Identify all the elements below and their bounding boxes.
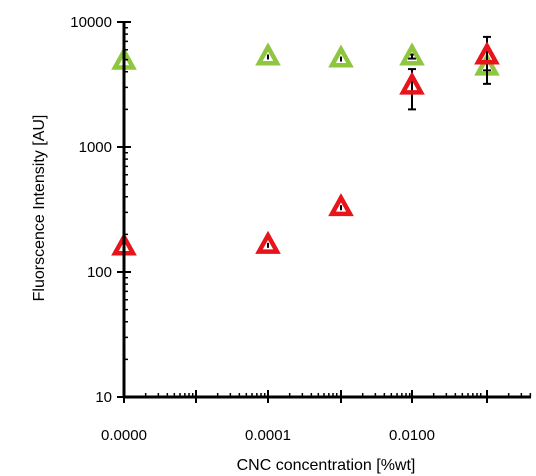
x-tick-label: 0.0000 xyxy=(101,427,147,444)
triangle-marker xyxy=(399,42,425,66)
triangle-marker xyxy=(399,71,425,95)
x-tick-label: 0.0100 xyxy=(389,427,435,444)
x-axis-label: CNC concentration [%wt] xyxy=(237,457,416,474)
triangle-marker xyxy=(255,42,281,66)
triangle-marker xyxy=(255,230,281,254)
tick-labels: 10 100 1000 10000 0.0000 0.0001 0.0100 xyxy=(70,14,435,444)
y-tick-label: 10 xyxy=(95,389,112,406)
series-green-markers xyxy=(111,42,500,76)
triangle-marker xyxy=(328,193,354,217)
y-axis-label: Fluorscence Intensity [AU] xyxy=(31,115,48,302)
y-tick-label: 10000 xyxy=(70,14,112,31)
y-tick-label: 100 xyxy=(87,264,112,281)
plot-axes xyxy=(117,21,532,403)
x-tick-label: 0.0001 xyxy=(245,427,291,444)
y-tick-label: 1000 xyxy=(79,139,112,156)
triangle-marker xyxy=(474,41,500,65)
series-red-markers xyxy=(111,35,500,256)
triangle-marker xyxy=(328,44,354,68)
